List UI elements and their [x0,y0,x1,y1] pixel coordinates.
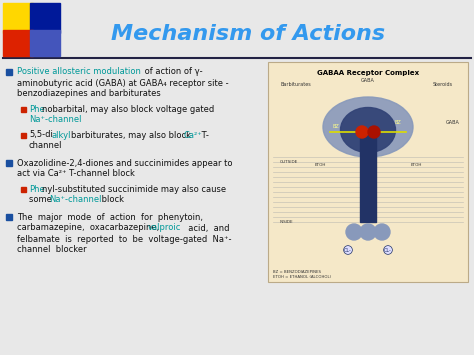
Bar [21,132,26,137]
Bar [6,69,12,75]
Text: acid,  and: acid, and [183,224,229,233]
Text: Mechanism of Actions: Mechanism of Actions [111,24,385,44]
Text: 5,5-di: 5,5-di [29,131,53,140]
Text: block: block [99,196,124,204]
Text: Phe: Phe [29,104,45,114]
Bar [6,214,12,220]
Circle shape [360,224,376,240]
Text: carbamazepine,  oxacarbazepine,: carbamazepine, oxacarbazepine, [17,224,162,233]
Bar [30,3,60,33]
Text: CL-: CL- [344,247,352,252]
Circle shape [368,126,380,138]
Bar [3,3,33,33]
Text: alkyl: alkyl [52,131,72,140]
Bar [21,106,26,111]
Text: act via Ca²⁺ T-channel block: act via Ca²⁺ T-channel block [17,169,135,179]
Circle shape [346,224,362,240]
Text: channel  blocker: channel blocker [17,246,87,255]
Text: Na⁺-channel: Na⁺-channel [49,196,101,204]
Text: Steroids: Steroids [433,82,453,87]
Text: ETOH: ETOH [410,163,422,167]
Circle shape [374,224,390,240]
Bar [6,160,12,166]
Text: benzodiazepines and barbiturates: benzodiazepines and barbiturates [17,89,161,98]
Text: barbiturates, may also block: barbiturates, may also block [71,131,193,140]
Text: GABA: GABA [361,78,375,83]
Text: BZ: BZ [395,120,401,125]
Text: some: some [29,196,55,204]
Text: aminobutyric acid (GABA) at GABA₄ receptor site -: aminobutyric acid (GABA) at GABA₄ recept… [17,78,228,87]
Text: ETOH: ETOH [314,163,326,167]
Text: BZ: BZ [333,125,339,130]
Text: GABA: GABA [446,120,460,125]
Text: T-: T- [199,131,209,140]
Text: nobarbital, may also block voltage gated: nobarbital, may also block voltage gated [42,104,214,114]
Text: Positive allosteric modulation: Positive allosteric modulation [17,67,141,76]
Text: channel: channel [29,142,63,151]
Ellipse shape [340,108,395,153]
Text: Ca²⁺: Ca²⁺ [184,131,203,140]
Text: felbamate  is  reported  to  be  voltage-gated  Na⁺-: felbamate is reported to be voltage-gate… [17,235,231,244]
Bar [268,62,468,282]
Ellipse shape [323,97,413,157]
Bar [3,30,33,56]
Text: INSIDE: INSIDE [280,220,293,224]
Text: GABAA Receptor Complex: GABAA Receptor Complex [317,70,419,76]
Text: Phe: Phe [29,185,45,193]
Text: valproic: valproic [148,224,182,233]
Text: The  major  mode  of  action  for  phenytoin,: The major mode of action for phenytoin, [17,213,203,222]
Bar [21,186,26,191]
Bar [30,30,60,56]
Bar [360,132,376,222]
Text: Na⁺-channel: Na⁺-channel [29,115,82,125]
Text: Barbiturates: Barbiturates [281,82,311,87]
Text: nyl-substituted succinimide may also cause: nyl-substituted succinimide may also cau… [42,185,226,193]
Text: Oxazolidine-2,4-diones and succinimides appear to: Oxazolidine-2,4-diones and succinimides … [17,158,233,168]
Text: OUTSIDE: OUTSIDE [280,160,298,164]
Text: BZ = BENZODIAZEPINES: BZ = BENZODIAZEPINES [273,270,321,274]
Circle shape [356,126,368,138]
Text: CL-: CL- [384,247,392,252]
Text: ETOH = ETHANOL (ALCOHOL): ETOH = ETHANOL (ALCOHOL) [273,275,331,279]
Text: of action of γ-: of action of γ- [142,67,202,76]
